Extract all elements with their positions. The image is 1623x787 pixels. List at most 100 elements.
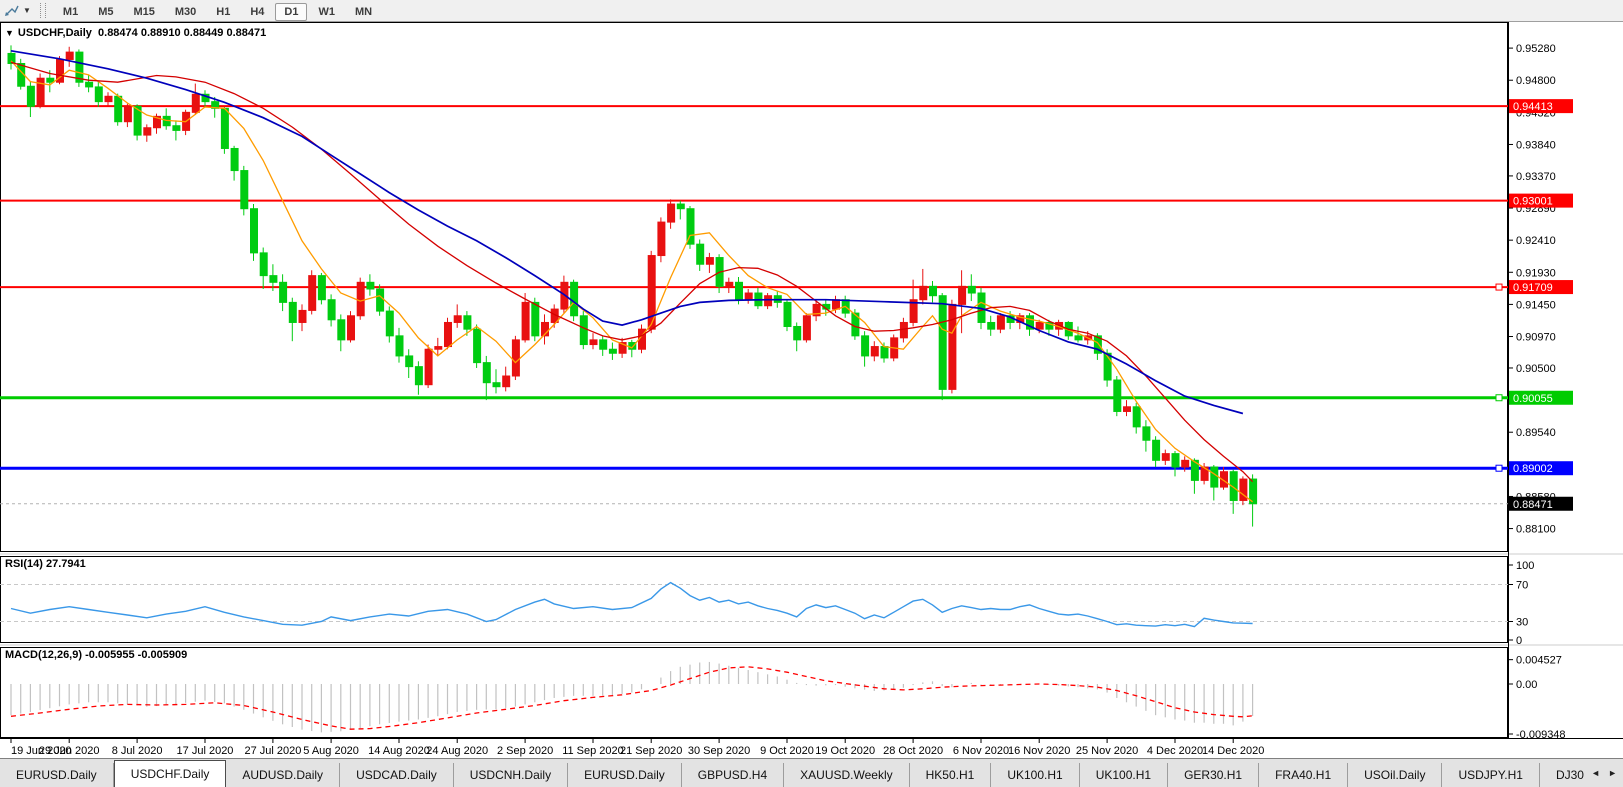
svg-text:0.89540: 0.89540 bbox=[1516, 427, 1556, 439]
svg-text:0.90970: 0.90970 bbox=[1516, 332, 1556, 344]
timeframe-button-M5[interactable]: M5 bbox=[98, 5, 114, 18]
macd-histogram bbox=[10, 661, 1254, 733]
svg-text:100: 100 bbox=[1516, 560, 1534, 572]
svg-text:30: 30 bbox=[1516, 617, 1528, 629]
svg-text:0.004527: 0.004527 bbox=[1516, 655, 1562, 667]
svg-text:4 Dec 2020: 4 Dec 2020 bbox=[1147, 745, 1203, 757]
price-axis: 0.952800.948000.943200.938400.933700.928… bbox=[1508, 43, 1573, 741]
svg-text:0.91930: 0.91930 bbox=[1516, 267, 1556, 279]
tab-scroll-left-button[interactable]: ◄ bbox=[1591, 768, 1601, 778]
macd-indicator-label: MACD(12,26,9) -0.005955 -0.005909 bbox=[5, 649, 188, 661]
tab-usoil-daily[interactable]: USOil.Daily bbox=[1348, 763, 1443, 787]
chart-ohlc-values: 0.88474 0.88910 0.88449 0.88471 bbox=[98, 27, 267, 39]
ma-medium-line bbox=[10, 61, 1254, 483]
svg-text:0.94413: 0.94413 bbox=[1513, 101, 1553, 113]
svg-text:14 Aug 2020: 14 Aug 2020 bbox=[368, 745, 430, 757]
svg-text:0.90055: 0.90055 bbox=[1513, 393, 1553, 405]
timeframe-button-MN[interactable]: MN bbox=[354, 5, 373, 18]
tab-fra40-h1[interactable]: FRA40.H1 bbox=[1259, 763, 1349, 787]
pane-splitter[interactable] bbox=[0, 553, 1623, 555]
svg-text:0.88471: 0.88471 bbox=[1513, 499, 1553, 511]
svg-text:21 Sep 2020: 21 Sep 2020 bbox=[620, 745, 682, 757]
svg-text:27 Jul 2020: 27 Jul 2020 bbox=[244, 745, 301, 757]
crosshair-cursor-icon[interactable] bbox=[4, 4, 20, 18]
svg-text:-0.009348: -0.009348 bbox=[1516, 729, 1566, 741]
svg-text:29 Jun 2020: 29 Jun 2020 bbox=[39, 745, 100, 757]
tab-usdcnh-daily[interactable]: USDCNH.Daily bbox=[454, 763, 569, 787]
timeframe-button-M30[interactable]: M30 bbox=[174, 5, 197, 18]
timeframe-button-M15[interactable]: M15 bbox=[133, 5, 155, 18]
pane-splitter[interactable] bbox=[0, 644, 1623, 646]
svg-text:0.93840: 0.93840 bbox=[1516, 139, 1556, 151]
svg-text:9 Oct 2020: 9 Oct 2020 bbox=[760, 745, 814, 757]
svg-text:19 Oct 2020: 19 Oct 2020 bbox=[815, 745, 875, 757]
svg-text:25 Nov 2020: 25 Nov 2020 bbox=[1076, 745, 1138, 757]
tab-usdchf-daily[interactable]: USDCHF.Daily bbox=[113, 760, 227, 787]
tab-eurusd-daily[interactable]: EURUSD.Daily bbox=[0, 763, 114, 787]
svg-text:0.91450: 0.91450 bbox=[1516, 299, 1556, 311]
chart-tabs-strip: EURUSD.Daily USDCHF.Daily AUDUSD.Daily USDC… bbox=[0, 759, 1585, 787]
svg-text:0.89002: 0.89002 bbox=[1513, 463, 1553, 475]
symbol-dropdown-icon[interactable]: ▼ bbox=[5, 28, 14, 38]
tab-gbpusd-h4[interactable]: GBPUSD.H4 bbox=[682, 763, 785, 787]
tool-dropdown-arrow-icon[interactable]: ▼ bbox=[23, 6, 31, 15]
svg-text:19 Jun 2020: 19 Jun 2020 bbox=[11, 745, 72, 757]
svg-text:0.94800: 0.94800 bbox=[1516, 75, 1556, 87]
svg-text:2 Sep 2020: 2 Sep 2020 bbox=[497, 745, 553, 757]
timeframe-button-group: M1 M5 M15 M30 H1 H4 D1 W1 MN bbox=[53, 2, 382, 21]
svg-text:16 Nov 2020: 16 Nov 2020 bbox=[1008, 745, 1070, 757]
svg-text:0.90500: 0.90500 bbox=[1516, 363, 1556, 375]
svg-text:28 Oct 2020: 28 Oct 2020 bbox=[883, 745, 943, 757]
svg-text:24 Aug 2020: 24 Aug 2020 bbox=[426, 745, 488, 757]
tab-xauusd-weekly[interactable]: XAUUSD.Weekly bbox=[784, 763, 910, 787]
chart-tab-bar: EURUSD.Daily USDCHF.Daily AUDUSD.Daily USDC… bbox=[0, 758, 1623, 787]
svg-text:0.93370: 0.93370 bbox=[1516, 171, 1556, 183]
svg-text:0.91709: 0.91709 bbox=[1513, 282, 1553, 294]
tab-uk100-h1[interactable]: UK100.H1 bbox=[1080, 763, 1169, 787]
chart-cursor-tool[interactable]: ▼ bbox=[0, 4, 35, 18]
macd-pane[interactable] bbox=[0, 647, 1508, 738]
ma-slow-line bbox=[10, 49, 1244, 415]
tab-hk50-h1[interactable]: HK50.H1 bbox=[910, 763, 992, 787]
rsi-pane[interactable] bbox=[0, 556, 1508, 643]
timeframe-button-D1[interactable]: D1 bbox=[275, 2, 308, 21]
rsi-line bbox=[10, 581, 1253, 628]
svg-text:0.00: 0.00 bbox=[1516, 679, 1537, 691]
svg-text:14 Dec 2020: 14 Dec 2020 bbox=[1202, 745, 1264, 757]
ma-fast-line bbox=[10, 60, 1253, 503]
support-resistance-lines[interactable] bbox=[0, 105, 1508, 472]
timeframe-button-M1[interactable]: M1 bbox=[62, 5, 79, 18]
svg-text:30 Sep 2020: 30 Sep 2020 bbox=[688, 745, 750, 757]
timeframe-button-W1[interactable]: W1 bbox=[318, 5, 335, 18]
chart-symbol-period: USDCHF,Daily bbox=[17, 27, 92, 39]
tab-ger30-h1[interactable]: GER30.H1 bbox=[1168, 763, 1260, 787]
svg-text:6 Nov 2020: 6 Nov 2020 bbox=[953, 745, 1009, 757]
rsi-indicator-label: RSI(14) 27.7941 bbox=[5, 558, 86, 570]
svg-text:0.93001: 0.93001 bbox=[1513, 196, 1553, 208]
top-toolbar: ▼ M1 M5 M15 M30 H1 H4 D1 W1 MN bbox=[0, 0, 1623, 22]
svg-text:0.95280: 0.95280 bbox=[1516, 43, 1556, 55]
tab-uk100-h1[interactable]: UK100.H1 bbox=[991, 763, 1080, 787]
svg-text:0.92410: 0.92410 bbox=[1516, 235, 1556, 247]
tab-usdjpy-h1[interactable]: USDJPY.H1 bbox=[1442, 763, 1540, 787]
toolbar-drag-handle[interactable] bbox=[39, 3, 46, 18]
timeframe-button-H1[interactable]: H1 bbox=[216, 5, 231, 18]
svg-text:5 Aug 2020: 5 Aug 2020 bbox=[303, 745, 359, 757]
tab-audusd-daily[interactable]: AUDUSD.Daily bbox=[226, 763, 341, 787]
svg-text:70: 70 bbox=[1516, 580, 1528, 592]
timeframe-button-H4[interactable]: H4 bbox=[250, 5, 265, 18]
chart-title: ▼ USDCHF,Daily 0.88474 0.88910 0.88449 0.… bbox=[5, 27, 266, 39]
tab-dj30-daily[interactable]: DJ30.Daily bbox=[1540, 763, 1585, 787]
svg-text:0.88100: 0.88100 bbox=[1516, 524, 1556, 536]
svg-text:8 Jul 2020: 8 Jul 2020 bbox=[112, 745, 163, 757]
tab-scrollers: ◄ ► bbox=[1585, 759, 1623, 787]
svg-text:17 Jul 2020: 17 Jul 2020 bbox=[177, 745, 234, 757]
tab-usdcad-daily[interactable]: USDCAD.Daily bbox=[340, 763, 454, 787]
tab-scroll-right-button[interactable]: ► bbox=[1608, 768, 1617, 778]
svg-text:11 Sep 2020: 11 Sep 2020 bbox=[562, 745, 624, 757]
svg-text:0: 0 bbox=[1516, 635, 1522, 647]
tab-eurusd-daily[interactable]: EURUSD.Daily bbox=[568, 763, 682, 787]
candlestick-series bbox=[7, 45, 1258, 527]
